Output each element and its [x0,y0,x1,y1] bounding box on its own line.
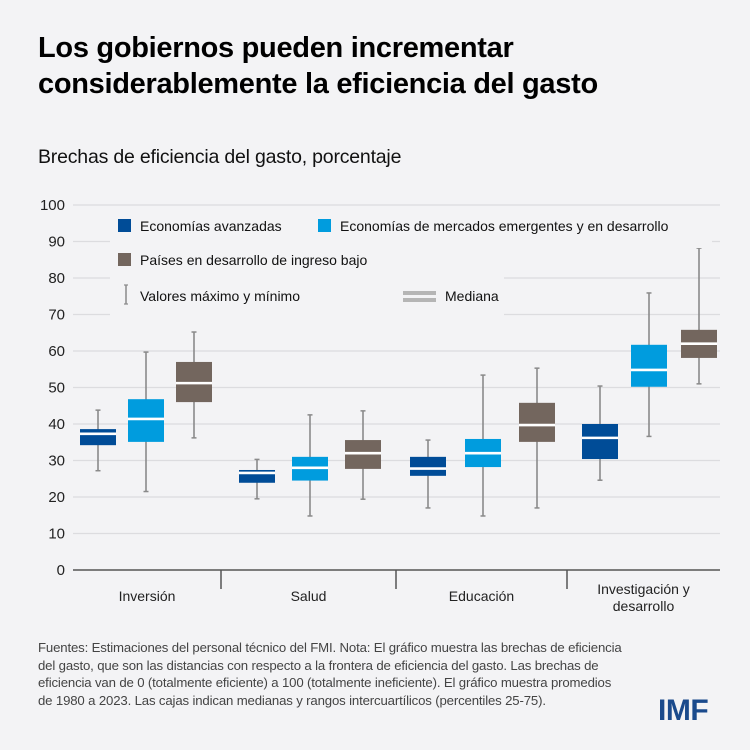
box-low_income-0 [176,331,212,439]
legend-background-right [500,212,712,248]
box-low_income-3 [681,247,717,385]
legend-label-median: Mediana [445,288,499,304]
box-advanced-0 [80,409,116,472]
y-tick-label: 40 [48,416,65,433]
box-emerging-1 [292,414,328,517]
iqr-box [582,424,618,460]
legend-item-whisker: Valores máximo y mínimo [124,284,300,305]
legend-swatch-advanced [118,219,131,232]
median-icon-bar [403,298,436,302]
legend-label-whisker: Valores máximo y mínimo [140,288,300,304]
y-tick-label: 10 [48,526,65,543]
box-advanced-3 [582,385,618,481]
median-icon-bar [403,291,436,295]
y-tick-label: 50 [48,380,65,397]
box-plot-chart: 0 10 20 30 40 50 60 70 80 90 100 Economías avanzad… [40,197,720,614]
chart-title: Los gobiernos pueden incrementar conside… [38,32,598,100]
legend-swatch-emerging [318,219,331,232]
legend-item-median: Mediana [403,288,499,304]
y-tick-label: 30 [48,453,65,470]
whisker-icon [124,284,128,305]
y-tick-label: 100 [40,197,65,214]
iqr-box [519,402,555,442]
x-category-label: Salud [291,588,327,604]
legend-item-advanced: Economías avanzadas [118,218,282,234]
iqr-box [631,344,667,387]
legend-label-advanced: Economías avanzadas [140,218,282,234]
y-tick-label: 80 [48,270,65,287]
iqr-box [128,399,164,442]
iqr-box [80,429,116,446]
box-low_income-2 [519,367,555,509]
y-tick-label: 90 [48,234,65,251]
x-axis-category-labels: Inversión Salud Educación Investigación yde… [119,581,690,614]
y-axis-ticks: 0 10 20 30 40 50 60 70 80 90 100 [40,197,65,579]
median-icon [403,291,436,302]
box-advanced-1 [239,458,275,500]
box-low_income-1 [345,410,381,500]
box-advanced-2 [410,439,446,509]
imf-logo: IMF [658,694,709,727]
box-plots [80,247,717,517]
chart-subtitle: Brechas de eficiencia del gasto, porcent… [38,146,402,168]
x-category-label: desarrollo [613,598,675,614]
legend-item-emerging: Economías de mercados emergentes y en de… [318,218,669,234]
legend-swatch-low-income [118,253,131,266]
legend-background [110,212,504,318]
footnote: Fuentes: Estimaciones del personal técni… [38,640,622,708]
y-tick-label: 20 [48,489,65,506]
x-category-label: Investigación y [597,581,690,597]
legend-label-low-income: Países en desarrollo de ingreso bajo [140,252,367,268]
legend: Economías avanzadas Economías de mercado… [118,218,669,305]
x-axis [73,569,720,589]
iqr-box [410,456,446,476]
y-tick-label: 60 [48,343,65,360]
box-emerging-0 [128,351,164,493]
y-tick-label: 70 [48,307,65,324]
box-emerging-3 [631,292,667,438]
box-emerging-2 [465,374,501,517]
x-category-label: Inversión [119,588,176,604]
legend-item-low-income: Países en desarrollo de ingreso bajo [118,252,367,268]
x-category-label: Educación [449,588,514,604]
y-tick-label: 0 [57,562,65,579]
legend-label-emerging: Economías de mercados emergentes y en de… [340,218,669,234]
